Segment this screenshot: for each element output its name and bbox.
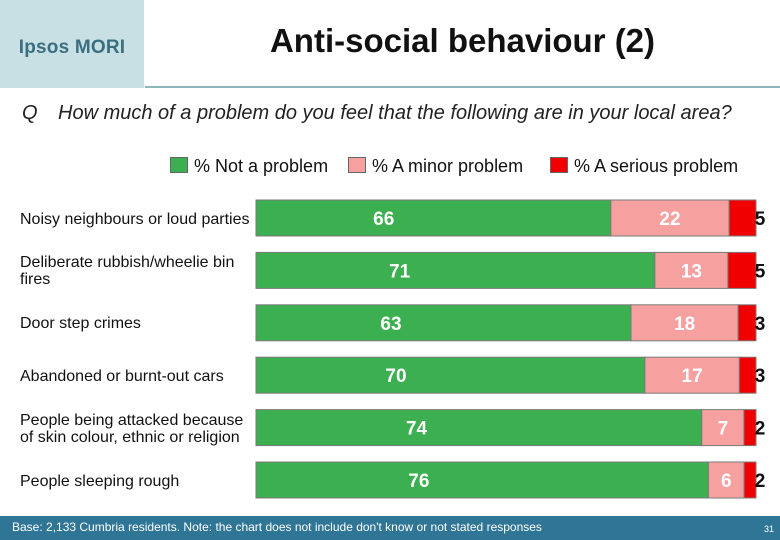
legend-swatch-not-a-problem bbox=[170, 157, 188, 173]
data-label-not-a-problem: 63 bbox=[380, 314, 401, 335]
data-label-not-a-problem: 66 bbox=[373, 209, 394, 230]
legend-item-not-a-problem: % Not a problem bbox=[170, 156, 328, 177]
category-label: Deliberate rubbish/wheelie bin fires bbox=[20, 254, 255, 288]
question-text: How much of a problem do you feel that t… bbox=[58, 102, 748, 124]
question-prefix: Q bbox=[22, 102, 38, 125]
data-label-not-a-problem: 70 bbox=[385, 366, 406, 387]
legend-label-serious-problem: % A serious problem bbox=[574, 156, 738, 176]
legend-swatch-serious-problem bbox=[550, 157, 568, 173]
data-label-a-minor-problem: 18 bbox=[674, 314, 695, 335]
data-label-a-minor-problem: 17 bbox=[682, 366, 703, 387]
data-label-a-minor-problem: 6 bbox=[721, 471, 732, 492]
data-label-a-minor-problem: 22 bbox=[659, 209, 680, 230]
bar-segment-not-a-problem bbox=[256, 410, 702, 446]
category-label: Abandoned or burnt-out cars bbox=[20, 368, 255, 385]
bar-segment-not-a-problem bbox=[256, 305, 631, 341]
data-label-not-a-problem: 74 bbox=[406, 419, 428, 440]
footnote: Base: 2,133 Cumbria residents. Note: the… bbox=[12, 520, 542, 534]
legend-label-minor-problem: % A minor problem bbox=[372, 156, 523, 176]
chart-svg: 66 22 5 71 13 5 63 18 3 70 17 3 74 7 2 76 6 2 bbox=[0, 180, 780, 510]
bar-segment-a-serious-problem bbox=[738, 305, 756, 341]
data-label-a-minor-problem: 7 bbox=[718, 419, 729, 440]
data-label-a-serious-problem: 2 bbox=[755, 471, 766, 492]
page-title: Anti-social behaviour (2) bbox=[145, 22, 780, 60]
data-label-not-a-problem: 76 bbox=[408, 471, 429, 492]
data-label-a-serious-problem: 5 bbox=[755, 261, 766, 282]
data-label-a-serious-problem: 2 bbox=[755, 419, 766, 440]
category-label: Door step crimes bbox=[20, 315, 255, 332]
bar-segment-a-serious-problem bbox=[728, 252, 756, 288]
bar-segment-not-a-problem bbox=[256, 357, 645, 393]
data-label-a-serious-problem: 3 bbox=[755, 314, 766, 335]
bar-segment-not-a-problem bbox=[256, 200, 611, 236]
data-label-a-serious-problem: 3 bbox=[755, 366, 766, 387]
stacked-bar-chart: 66 22 5 71 13 5 63 18 3 70 17 3 74 7 2 76 6 2 Noisy neigh… bbox=[0, 180, 780, 510]
legend-swatch-minor-problem bbox=[348, 157, 366, 173]
legend-item-serious-problem: % A serious problem bbox=[550, 156, 738, 177]
legend-label-not-a-problem: % Not a problem bbox=[194, 156, 328, 176]
bar-segment-not-a-problem bbox=[256, 462, 708, 498]
data-label-a-minor-problem: 13 bbox=[681, 261, 702, 282]
page-number: 31 bbox=[764, 524, 774, 534]
legend-item-minor-problem: % A minor problem bbox=[348, 156, 523, 177]
data-label-a-serious-problem: 5 bbox=[755, 209, 766, 230]
chart-legend: % Not a problem % A minor problem % A se… bbox=[170, 156, 770, 178]
data-label-not-a-problem: 71 bbox=[389, 261, 411, 282]
category-label: Noisy neighbours or loud parties bbox=[20, 211, 255, 228]
ipsos-mori-logo: Ipsos MORI bbox=[0, 0, 144, 88]
category-label: People sleeping rough bbox=[20, 473, 255, 490]
bar-segment-a-serious-problem bbox=[729, 200, 756, 236]
bar-segment-not-a-problem bbox=[256, 252, 655, 288]
category-label: People being attacked because of skin co… bbox=[20, 412, 255, 446]
bar-segment-a-serious-problem bbox=[739, 357, 756, 393]
